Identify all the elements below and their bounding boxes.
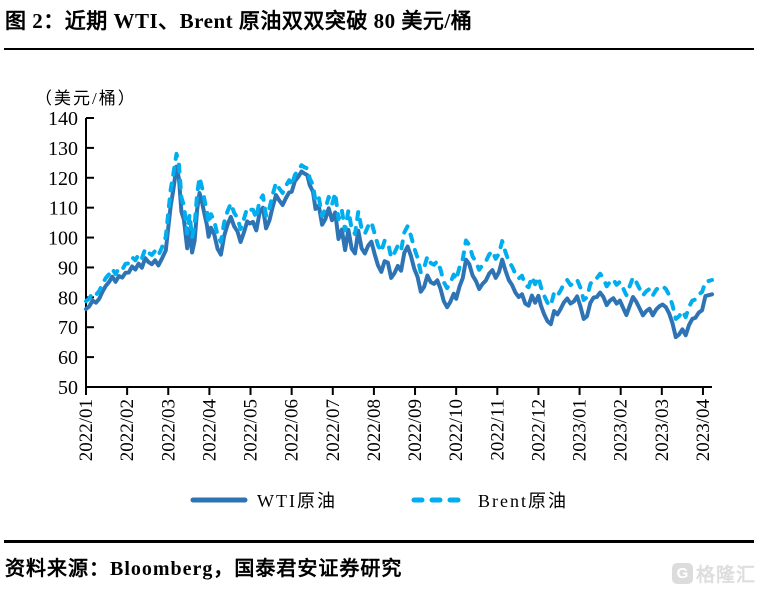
svg-text:2022/09: 2022/09 [405,399,426,461]
y-axis-unit-label: （美元/桶） [35,89,137,108]
svg-text:2022/03: 2022/03 [158,399,179,461]
svg-text:80: 80 [58,287,78,309]
gelonghui-logo-text: 格隆汇 [695,565,756,586]
svg-text:2023/02: 2023/02 [611,399,632,461]
svg-text:50: 50 [58,377,78,399]
svg-text:2022/12: 2022/12 [528,399,549,461]
svg-text:2022/10: 2022/10 [446,399,467,461]
legend-item-wti: WTI原油 [190,487,337,513]
legend-label-brent: Brent原油 [477,491,568,511]
svg-text:2022/04: 2022/04 [199,399,220,462]
svg-text:2022/02: 2022/02 [117,399,138,461]
gelonghui-logo: G 格隆汇 [671,560,756,587]
legend-label-wti: WTI原油 [257,491,337,511]
svg-text:110: 110 [49,198,78,220]
svg-text:2023/01: 2023/01 [570,399,591,461]
svg-text:2023/04: 2023/04 [693,399,714,462]
svg-text:2022/06: 2022/06 [282,399,303,461]
svg-text:70: 70 [58,317,78,339]
footer-divider [4,540,754,543]
svg-text:130: 130 [48,138,78,160]
svg-text:90: 90 [58,257,78,279]
svg-text:2022/01: 2022/01 [76,399,97,461]
title-divider [4,48,754,50]
svg-text:120: 120 [48,168,78,190]
chart-legend: WTI原油 Brent原油 [0,487,758,513]
legend-item-brent: Brent原油 [411,487,568,513]
brent-line-sample-icon [411,497,469,503]
gelonghui-logo-icon: G [671,563,693,584]
svg-text:140: 140 [48,108,78,130]
wti-line-sample-icon [190,497,248,503]
svg-text:100: 100 [48,228,78,250]
svg-text:2022/05: 2022/05 [241,399,262,461]
source-note: 资料来源：Bloomberg，国泰君安证券研究 [5,558,403,580]
svg-text:2022/07: 2022/07 [323,399,344,461]
svg-text:2022/11: 2022/11 [487,399,508,461]
svg-text:60: 60 [58,347,78,369]
svg-text:2022/08: 2022/08 [364,399,385,461]
svg-text:2023/03: 2023/03 [652,399,673,461]
figure-title: 图 2：近期 WTI、Brent 原油双双突破 80 美元/桶 [5,9,473,33]
